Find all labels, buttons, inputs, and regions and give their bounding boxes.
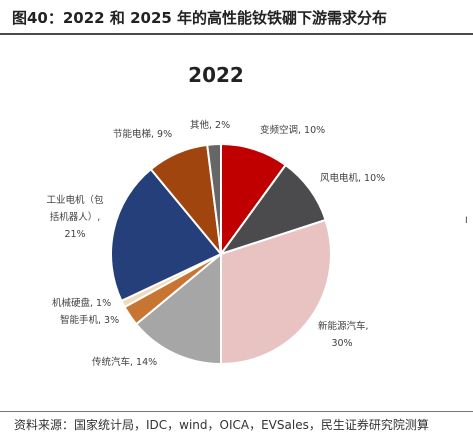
- pie-slice-nev: [220, 218, 333, 366]
- pie-label-nev-line-1: 新能源汽车,: [318, 320, 369, 332]
- footer-divider: [0, 411, 473, 412]
- pie-chart: 2022 变频空调, 10% 风电电机, 10% 新能源汽车, 30% 传统汽车, 14…: [0, 36, 473, 410]
- source-note: 资料来源：国家统计局，IDC，wind，OICA，EVSales，民生证券研究院…: [14, 418, 429, 432]
- pie-label-nev-line-2: 30%: [331, 338, 352, 349]
- pie-label-other: 其他, 2%: [190, 119, 230, 131]
- pie-label-industrial-line-3: 21%: [64, 229, 85, 240]
- pie-slices: [110, 142, 333, 366]
- pie-labels: 变频空调, 10% 风电电机, 10% 新能源汽车, 30% 传统汽车, 14% 智能手机…: [46, 119, 385, 368]
- edge-mark: I: [465, 216, 468, 226]
- pie-label-ac: 变频空调, 10%: [260, 124, 325, 136]
- pie-label-industrial-line-1: 工业电机（包: [46, 194, 104, 206]
- figure-title: 图40：2022 和 2025 年的高性能钕铁硼下游需求分布: [12, 9, 388, 27]
- pie-label-ice-car: 传统汽车, 14%: [92, 356, 157, 368]
- pie-label-elevator: 节能电梯, 9%: [113, 128, 172, 140]
- pie-label-hdd: 机械硬盘, 1%: [52, 297, 111, 309]
- pie-chart-svg: 2022 变频空调, 10% 风电电机, 10% 新能源汽车, 30% 传统汽车, 14…: [46, 63, 385, 368]
- pie-slice-ice-car: [134, 251, 222, 366]
- figure-header: 图40：2022 和 2025 年的高性能钕铁硼下游需求分布: [0, 0, 473, 36]
- pie-label-phone: 智能手机, 3%: [60, 314, 119, 326]
- chart-title: 2022: [188, 63, 244, 87]
- pie-label-wind: 风电电机, 10%: [320, 172, 385, 184]
- header-divider: [0, 33, 473, 35]
- pie-label-industrial-line-2: 括机器人）,: [50, 211, 101, 223]
- pie-slice-industrial: [110, 167, 223, 303]
- pie-slice-other: [206, 142, 222, 255]
